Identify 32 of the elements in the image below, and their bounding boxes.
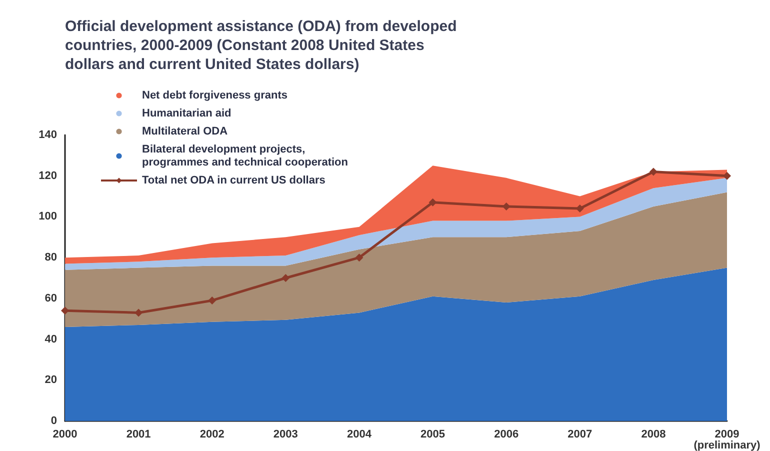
chart-title: Official development assistance (ODA) from developed countries, 2000-2009 (Constant 2008 United States dollars and current United States dollars) bbox=[65, 18, 457, 73]
point bbox=[134, 308, 143, 317]
y-tick-label: 100 bbox=[38, 210, 57, 223]
x-tick-label: 2002 bbox=[200, 428, 224, 440]
y-tick-label: 140 bbox=[38, 129, 57, 141]
legend-label: Bilateral development projects, programmes and technical cooperation bbox=[142, 144, 348, 168]
legend-label: Humanitarian aid bbox=[142, 108, 232, 120]
point bbox=[282, 274, 290, 282]
point bbox=[61, 306, 69, 315]
x-tick-label: 2009 (preliminary) bbox=[694, 428, 761, 451]
legend-label: Total net ODA in current US dollars bbox=[142, 174, 326, 186]
x-tick-label: 2000 bbox=[52, 428, 78, 440]
y-tick-label: 0 bbox=[50, 415, 57, 427]
legend-label: Multilateral ODA bbox=[142, 126, 228, 138]
y-tick-label: 80 bbox=[44, 252, 57, 264]
point bbox=[428, 198, 437, 206]
y-tick-label: 60 bbox=[44, 292, 57, 304]
y-tick-label: 120 bbox=[38, 170, 57, 182]
x-tick-label: 2001 bbox=[126, 428, 151, 440]
point bbox=[649, 168, 658, 176]
point bbox=[723, 172, 731, 180]
point bbox=[208, 296, 216, 304]
x-tick-label: 2006 bbox=[494, 428, 519, 440]
x-tick-label: 2003 bbox=[273, 428, 298, 440]
legend-label: Net debt forgiveness grants bbox=[142, 90, 288, 102]
x-tick-label: 2004 bbox=[346, 428, 372, 440]
y-tick-label: 20 bbox=[44, 374, 57, 386]
x-tick-label: 2008 bbox=[641, 428, 666, 440]
x-tick-label: 2007 bbox=[568, 428, 592, 440]
point bbox=[355, 254, 364, 262]
x-tick-label: 2005 bbox=[420, 428, 446, 440]
y-tick-label: 40 bbox=[44, 333, 57, 346]
